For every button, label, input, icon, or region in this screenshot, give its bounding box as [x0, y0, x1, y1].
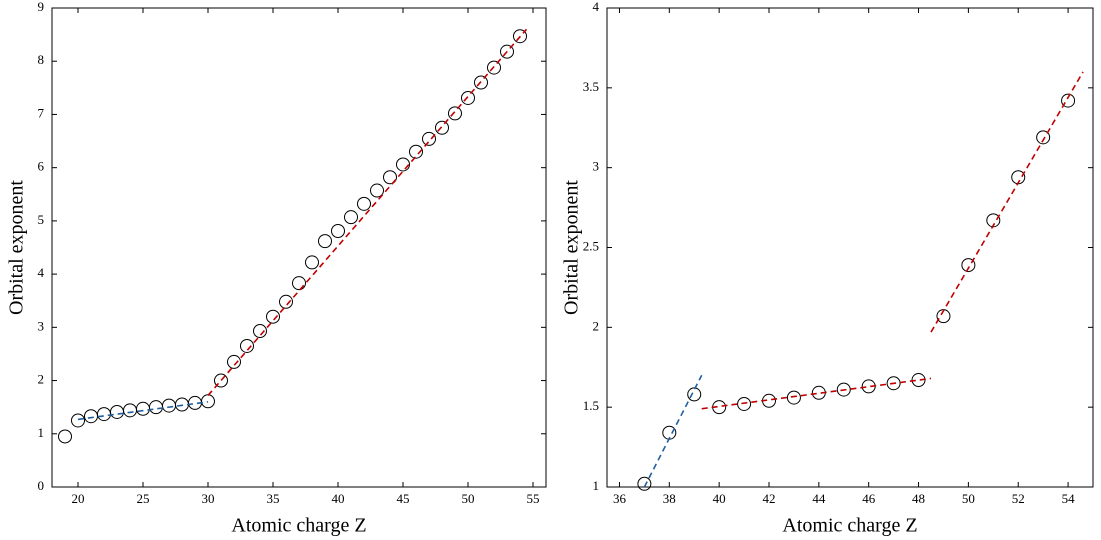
data-point	[149, 400, 163, 415]
data-point	[1061, 93, 1076, 108]
data-point	[305, 255, 319, 270]
plot-frame	[51, 7, 547, 488]
plot-frame	[606, 7, 1094, 488]
y-tick-label: 3	[593, 159, 600, 174]
y-tick-label: 2	[593, 318, 600, 333]
data-point	[97, 407, 111, 422]
y-tick-label: 4	[38, 265, 45, 280]
data-point	[500, 44, 514, 59]
data-point	[227, 354, 241, 369]
data-point	[110, 404, 124, 419]
data-point	[136, 401, 150, 416]
fit-line	[930, 71, 1084, 333]
data-point	[318, 234, 332, 249]
data-point	[911, 373, 926, 388]
y-tick-label: 6	[38, 159, 45, 174]
data-point	[253, 324, 267, 339]
y-tick-label: 9	[38, 0, 45, 14]
data-point	[687, 387, 702, 402]
x-tick-label: 44	[812, 491, 826, 506]
y-tick-label: 3	[38, 318, 45, 333]
y-tick-label: 8	[38, 52, 45, 67]
data-point	[292, 276, 306, 291]
data-point	[58, 429, 72, 444]
data-point	[786, 390, 801, 405]
y-tick-label: 1	[593, 478, 600, 493]
y-axis-label: Orbital exponent	[561, 180, 583, 315]
x-tick-label: 50	[462, 491, 475, 506]
y-tick-label: 5	[38, 212, 45, 227]
y-tick-label: 7	[38, 105, 45, 120]
data-point	[240, 338, 254, 353]
data-point	[396, 157, 410, 172]
data-point	[279, 294, 293, 309]
data-point	[84, 409, 98, 424]
data-point	[266, 309, 280, 324]
data-point	[461, 90, 475, 105]
x-tick-label: 52	[1012, 491, 1025, 506]
y-tick-label: 0	[38, 478, 45, 493]
fit-line	[643, 374, 703, 488]
x-tick-label: 48	[912, 491, 925, 506]
y-tick-label: 1	[38, 425, 45, 440]
data-point	[331, 224, 345, 239]
y-axis-label: Orbital exponent	[6, 180, 28, 315]
data-point	[71, 413, 85, 428]
data-point	[474, 75, 488, 90]
data-point	[123, 403, 137, 418]
data-point	[448, 106, 462, 121]
data-point	[637, 476, 652, 491]
x-axis-label: Atomic charge Z	[782, 515, 917, 537]
x-tick-label: 46	[862, 491, 876, 506]
data-point	[344, 210, 358, 225]
x-tick-label: 30	[202, 491, 215, 506]
data-point	[409, 144, 423, 159]
y-tick-label: 4	[593, 0, 600, 14]
fit-line	[701, 377, 932, 410]
x-tick-label: 42	[763, 491, 776, 506]
data-point	[961, 258, 976, 273]
x-tick-label: 25	[137, 491, 150, 506]
x-tick-label: 54	[1062, 491, 1076, 506]
x-tick-label: 36	[613, 491, 627, 506]
data-point	[487, 60, 501, 75]
y-tick-label: 1.5	[583, 398, 599, 413]
x-tick-label: 45	[397, 491, 410, 506]
data-point	[357, 196, 371, 211]
data-point	[370, 183, 384, 198]
fit-line	[77, 401, 209, 421]
x-tick-label: 40	[713, 491, 726, 506]
data-point	[214, 373, 228, 388]
data-point	[175, 397, 189, 412]
x-tick-label: 55	[527, 491, 540, 506]
data-point	[383, 170, 397, 185]
x-axis-label: Atomic charge Z	[231, 515, 366, 537]
x-tick-label: 35	[267, 491, 280, 506]
data-point	[162, 398, 176, 413]
data-point	[1036, 130, 1051, 145]
y-tick-label: 3.5	[583, 79, 599, 94]
data-point	[201, 394, 215, 409]
x-tick-label: 38	[663, 491, 676, 506]
y-tick-label: 2	[38, 372, 45, 387]
data-point	[737, 396, 752, 411]
x-tick-label: 50	[962, 491, 975, 506]
data-point	[513, 29, 527, 44]
data-point	[435, 120, 449, 135]
data-point	[422, 131, 436, 146]
data-point	[836, 382, 851, 397]
x-tick-label: 20	[72, 491, 85, 506]
x-tick-label: 40	[332, 491, 345, 506]
y-tick-label: 2.5	[583, 238, 599, 253]
fit-line	[207, 28, 528, 396]
